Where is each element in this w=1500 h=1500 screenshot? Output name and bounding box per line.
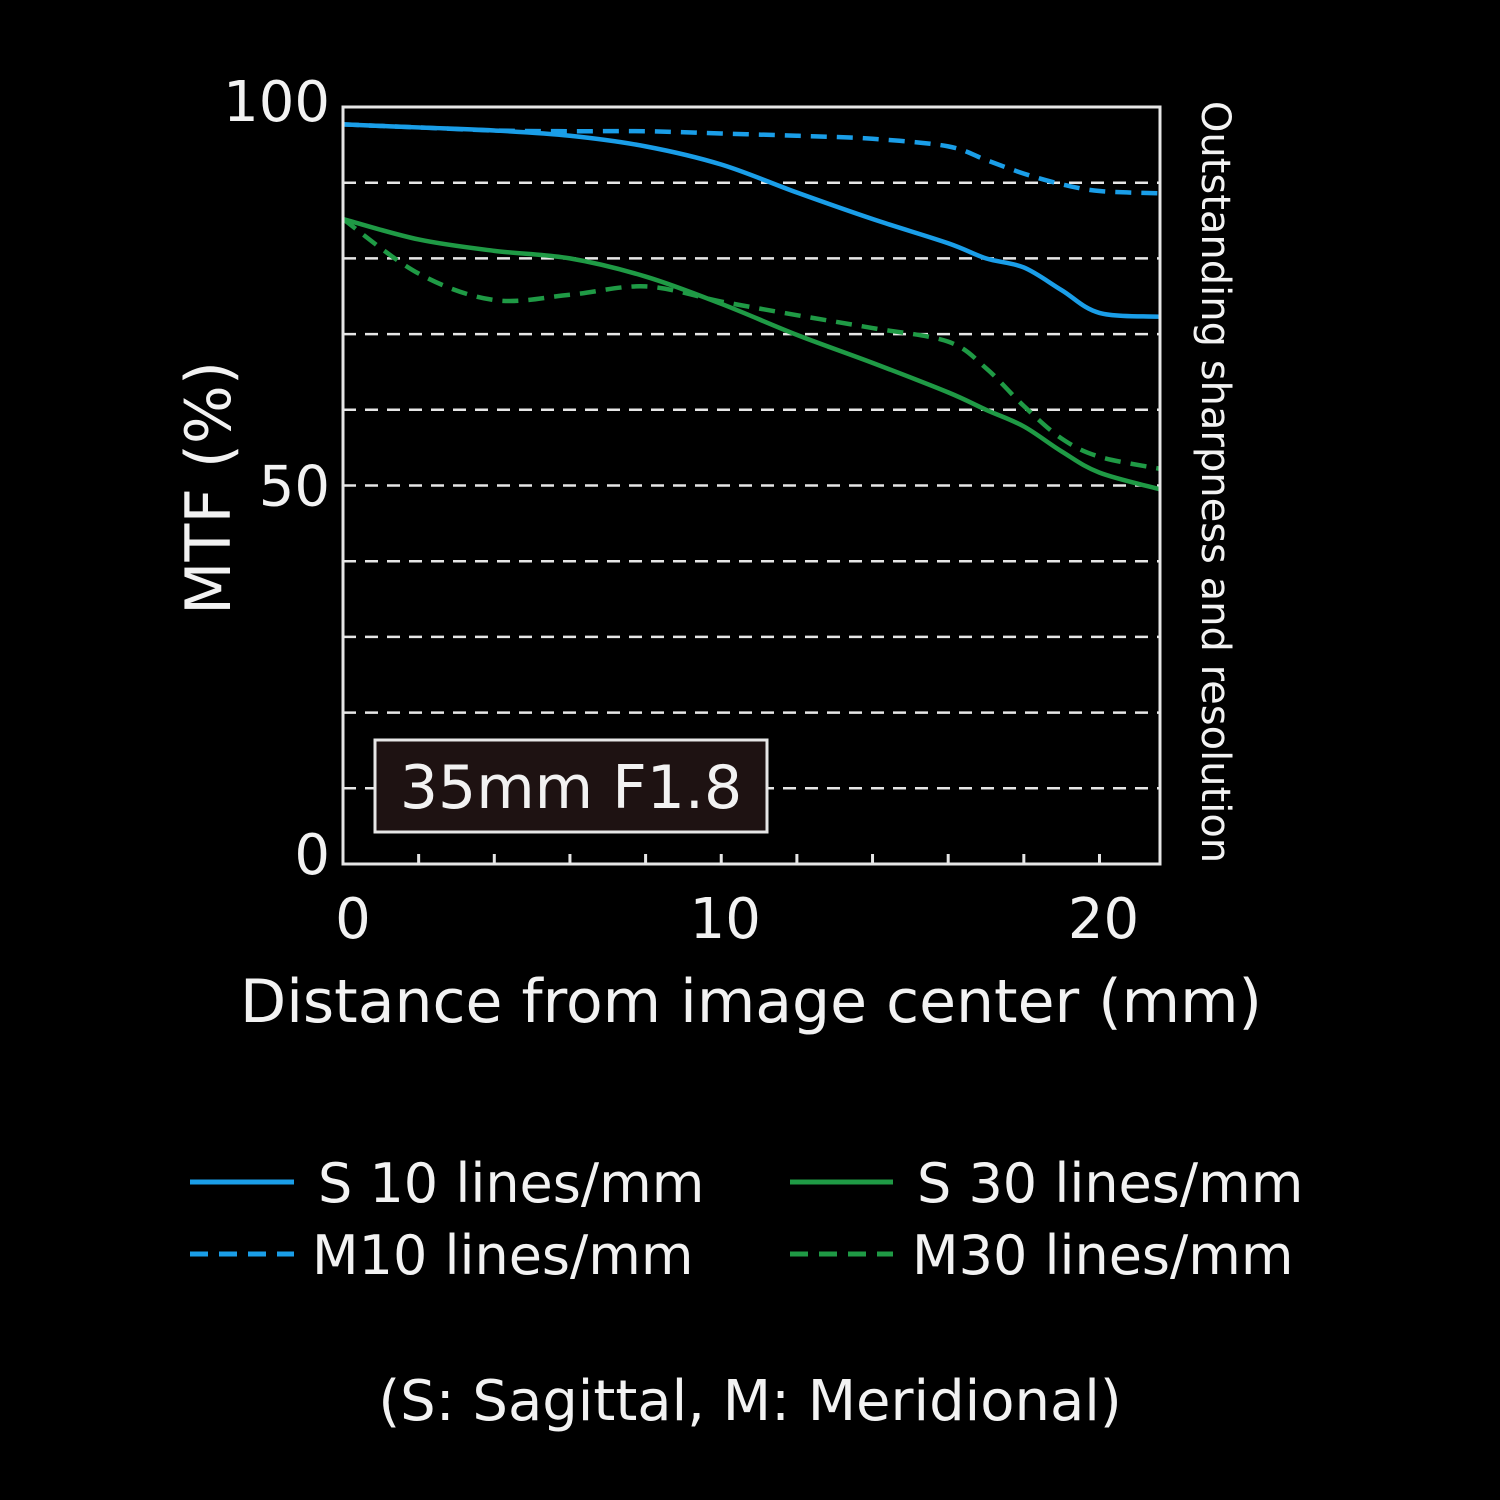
plot-frame: [341, 105, 1162, 866]
series-line-2: [342, 216, 1161, 492]
y-tick-label: 100: [223, 70, 330, 135]
lens-label: 35mm F1.8: [400, 753, 742, 823]
x-tick-label: 0: [335, 887, 371, 952]
series-line-0: [342, 122, 1161, 319]
x-tick-label: 10: [690, 887, 761, 952]
series-lines: [341, 122, 1161, 492]
legend-label-2: S 30 lines/mm: [917, 1152, 1303, 1215]
x-tick-label: 20: [1068, 887, 1139, 952]
axis-ticks: 0 10 20 0 50 100: [223, 70, 1139, 952]
side-note: Outstanding sharpness and resolution: [1192, 101, 1238, 863]
y-axis-label: MTF (%): [172, 361, 245, 615]
y-tick-label: 50: [259, 455, 330, 520]
legend: S 10 lines/mm M10 lines/mm S 30 lines/mm M3…: [190, 1152, 1303, 1287]
y-tick-label: 0: [294, 823, 330, 888]
legend-label-3: M30 lines/mm: [912, 1224, 1293, 1287]
legend-label-0: S 10 lines/mm: [318, 1152, 704, 1215]
x-axis-label: Distance from image center (mm): [240, 967, 1262, 1037]
lens-label-box: [373, 738, 769, 834]
footnote: (S: Sagittal, M: Meridional): [378, 1369, 1121, 1434]
legend-label-1: M10 lines/mm: [312, 1224, 693, 1287]
series-line-1: [342, 122, 1161, 196]
